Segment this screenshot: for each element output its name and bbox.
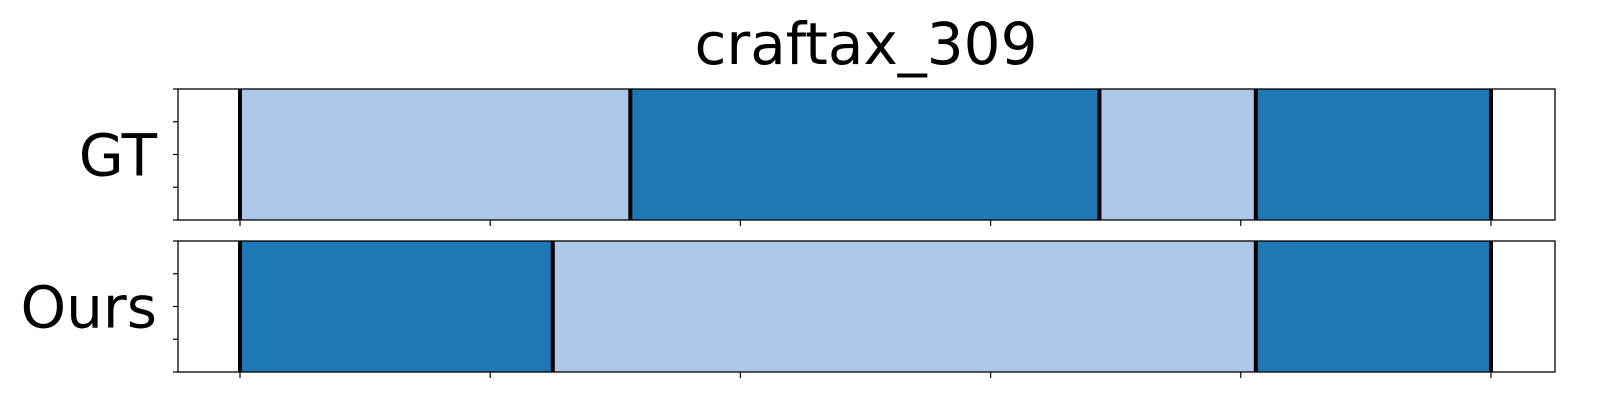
row-panel-gt: GT (79, 88, 1556, 226)
chart-title: craftax_309 (695, 10, 1038, 78)
segment-dark (1255, 241, 1491, 372)
segment-light (552, 241, 1256, 372)
segment-dark (240, 241, 553, 372)
segment-light (240, 89, 631, 220)
segment-dark (1255, 89, 1491, 220)
chart-panels: GT Ours (21, 88, 1556, 378)
segment-dark (630, 89, 1100, 220)
segment-light (1099, 89, 1256, 220)
row-label-ours: Ours (21, 274, 157, 342)
row-label-gt: GT (79, 122, 158, 190)
row-panel-ours: Ours (21, 240, 1556, 378)
